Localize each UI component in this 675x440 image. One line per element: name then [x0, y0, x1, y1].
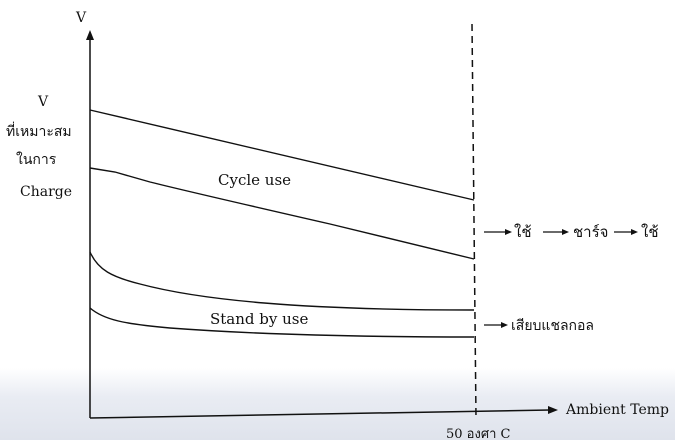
x-axis-arrow — [548, 406, 558, 414]
cycle-use-label: Cycle use — [218, 171, 291, 189]
standby-lower-curve — [89, 307, 475, 338]
flow-step-use-2: ใช้ — [641, 223, 659, 241]
temperature-limit-line — [471, 23, 477, 419]
cycle-use-upper-line — [89, 109, 475, 201]
y-note-line-4: Charge — [20, 184, 72, 200]
standby-flow: เสียบแชลกอล — [484, 318, 594, 334]
x-axis-title: Ambient Temp — [565, 402, 669, 418]
cycle-use-flow: ใช้ ชาร์จ ใช้ — [484, 223, 659, 241]
arrow-head-icon — [631, 229, 638, 235]
x-marker-label: 50 องศา C — [446, 427, 511, 440]
standby-use-label: Stand by use — [210, 310, 308, 328]
arrow-head-icon — [505, 229, 512, 235]
flow-step-use-1: ใช้ — [514, 223, 532, 241]
y-note-line-2: ที่เหมาะสม — [6, 122, 72, 140]
cycle-use-lower-line — [89, 167, 475, 260]
arrow-head-icon — [562, 229, 569, 235]
flow-step-charge: ชาร์จ — [573, 223, 608, 241]
y-note-line-3: ในการ — [16, 151, 57, 168]
standby-upper-curve — [89, 251, 475, 311]
bottom-shade — [0, 368, 675, 440]
y-axis-title: V — [75, 10, 87, 26]
y-axis-arrow — [86, 30, 94, 40]
standby-flow-label: เสียบแชลกอล — [511, 318, 594, 334]
x-axis — [89, 409, 551, 419]
arrow-head-icon — [501, 322, 508, 328]
y-note-line-1: V — [37, 94, 49, 110]
